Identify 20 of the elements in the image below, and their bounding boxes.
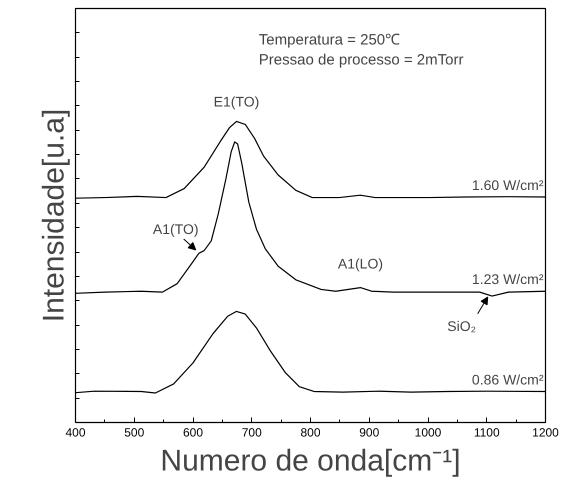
annotation: A1(TO) — [152, 220, 199, 237]
x-tick-label: 900 — [359, 426, 380, 440]
x-tick-label: 600 — [182, 426, 204, 440]
annotation: SiO₂ — [447, 318, 476, 334]
series-label: 1.23 W/cm² — [472, 271, 544, 288]
x-tick-label: 700 — [242, 426, 262, 440]
x-axis-title: Numero de onda[cm⁻¹] — [160, 444, 461, 478]
annotation: A1(LO) — [338, 256, 383, 272]
annotation: E1(TO) — [214, 93, 260, 110]
text: Pressao de processo = 2mTorr — [258, 52, 464, 68]
x-tick-label: 500 — [124, 426, 145, 440]
text: Temperatura = 250℃ — [258, 32, 400, 48]
x-tick-label: 1200 — [532, 426, 560, 440]
x-tick-label: 1000 — [414, 426, 442, 440]
y-axis-title: Intensidade[u.a] — [38, 108, 70, 322]
x-tick-label: 800 — [300, 426, 321, 440]
series-label: 1.60 W/cm² — [472, 176, 544, 193]
x-tick-label: 1100 — [474, 426, 500, 440]
series-label: 0.86 W/cm² — [472, 371, 544, 388]
x-tick-label: 400 — [65, 426, 86, 440]
